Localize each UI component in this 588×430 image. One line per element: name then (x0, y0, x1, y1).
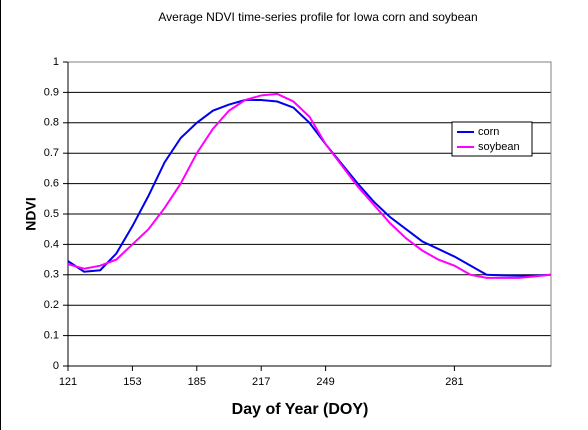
y-tick-label: 0.8 (44, 117, 59, 129)
x-tick-label: 185 (188, 376, 206, 388)
x-tick-label: 121 (59, 376, 77, 388)
y-tick-label: 0.5 (44, 208, 59, 220)
series-line (67, 99, 552, 277)
series-line (67, 92, 552, 279)
x-tick-label: 249 (316, 376, 334, 388)
chart-title: Average NDVI time-series profile for Iow… (158, 10, 477, 24)
legend-box (451, 121, 533, 157)
legend-label: corn (478, 126, 499, 138)
y-axis-label: NDVI (23, 197, 39, 230)
x-tick-label: 217 (252, 376, 270, 388)
y-tick-label: 0.3 (44, 269, 59, 281)
y-tick-label: 0.7 (44, 147, 59, 159)
x-tick-label: 281 (445, 376, 463, 388)
y-tick-label: 1 (53, 56, 59, 68)
y-tick-label: 0.1 (44, 330, 59, 342)
y-tick-label: 0.2 (44, 299, 59, 311)
y-tick-label: 0.9 (44, 86, 59, 98)
y-tick-label: 0.4 (44, 238, 59, 250)
x-axis-label: Day of Year (DOY) (232, 401, 369, 418)
y-tick-label: 0 (53, 360, 59, 372)
y-tick-label: 0.6 (44, 178, 59, 190)
legend-label: soybean (478, 141, 520, 153)
x-tick-label: 153 (123, 376, 141, 388)
